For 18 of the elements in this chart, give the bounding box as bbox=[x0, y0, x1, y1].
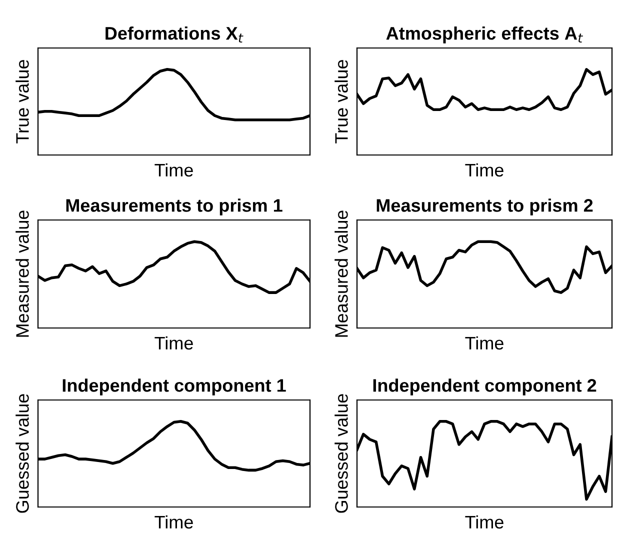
x-axis-title: Time bbox=[465, 515, 504, 529]
chart-title: Deformations X$_{t}$ bbox=[106, 26, 244, 43]
chart-title: Measurements to prism 2 bbox=[376, 198, 593, 216]
chart-title: Measurements to prism 1 bbox=[66, 198, 282, 216]
y-axis-title: True value bbox=[334, 60, 348, 144]
chart-title: Atmospheric effects A$_{t}$ bbox=[386, 26, 583, 44]
x-axis-title: Time bbox=[154, 515, 193, 529]
x-axis-title: Time bbox=[465, 336, 504, 350]
y-axis-title: True value bbox=[16, 60, 29, 144]
y-axis-title: Measured value bbox=[16, 210, 29, 337]
y-axis-title: Guessed value bbox=[16, 394, 29, 513]
y-axis-title: Measured value bbox=[334, 210, 348, 337]
x-axis-title: Time bbox=[465, 163, 504, 177]
chart-title: Independent component 2 bbox=[373, 378, 596, 396]
chart-title: Independent component 1 bbox=[62, 378, 286, 396]
x-axis-title: Time bbox=[154, 336, 193, 350]
x-axis-title: Time bbox=[154, 163, 193, 177]
y-axis-title: Guessed value bbox=[334, 394, 348, 513]
